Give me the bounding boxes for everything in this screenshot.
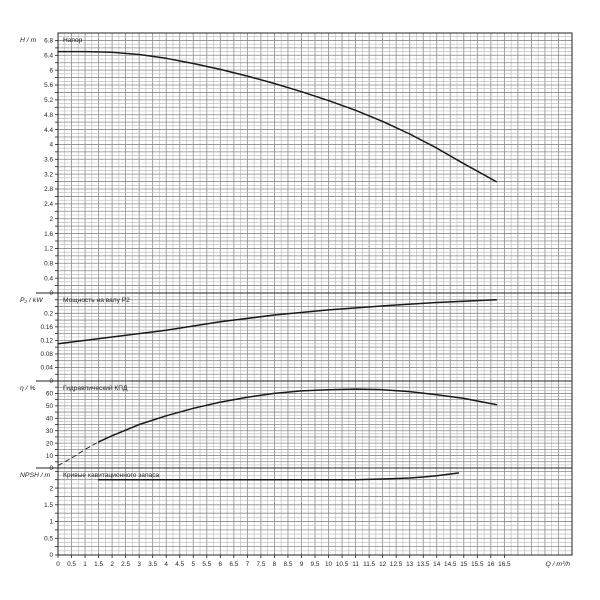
x-tick-label: 0.5 <box>67 561 76 568</box>
series-line <box>97 388 498 443</box>
y-tick-label: 0.4 <box>44 275 53 282</box>
x-tick-label: 8 <box>273 561 277 568</box>
y-tick-label: 20 <box>46 440 54 447</box>
labels: 0 0.4 0.8 1.2 1.6 2 2.4 2.8 3.2 3.6 4 4.4 4.8 5.2 5.6 6… <box>20 37 570 568</box>
series-line <box>57 299 498 345</box>
y-tick-label: 0.12 <box>41 338 54 345</box>
y-tick-label: 6.8 <box>44 38 53 45</box>
x-tick-label: 16 <box>487 561 495 568</box>
y-tick-label: 1 <box>49 519 53 526</box>
y-tick-label: 2 <box>49 485 53 492</box>
y-tick-label: 2.4 <box>44 201 53 208</box>
curves <box>57 50 498 481</box>
x-tick-label: 2 <box>110 561 114 568</box>
y-tick-label: 3.2 <box>44 171 53 178</box>
x-tick-label: 10 <box>325 561 333 568</box>
axis-label-y: η / % <box>20 385 35 392</box>
y-tick-label: 0.16 <box>41 324 54 331</box>
y-tick-label: 0.2 <box>44 311 53 318</box>
axis-label-y: H / m <box>20 37 37 44</box>
x-tick-label: 12 <box>379 561 387 568</box>
y-tick-label: 6 <box>49 67 53 74</box>
x-tick-label: 9 <box>300 561 304 568</box>
y-tick-label: 6.4 <box>44 52 53 59</box>
y-tick-label: 0 <box>49 465 53 472</box>
y-tick-label: 1.5 <box>44 502 53 509</box>
y-tick-label: 30 <box>46 428 54 435</box>
y-tick-label: 10 <box>46 453 54 460</box>
x-tick-label: 12.5 <box>390 561 403 568</box>
x-tick-label: 3.5 <box>148 561 157 568</box>
x-tick-label: 15.5 <box>471 561 484 568</box>
y-tick-label: 60 <box>46 391 54 398</box>
x-tick-label: 13 <box>406 561 414 568</box>
y-tick-label: 0.5 <box>44 535 53 542</box>
x-tick-label: 5.5 <box>202 561 211 568</box>
x-tick-label: 1.5 <box>94 561 103 568</box>
x-tick-label: 9.5 <box>311 561 320 568</box>
y-tick-label: 0 <box>49 378 53 385</box>
x-tick-label: 4.5 <box>175 561 184 568</box>
x-tick-label: 6.5 <box>229 561 238 568</box>
x-tick-label: 11 <box>352 561 359 568</box>
x-tick-label: 10.5 <box>336 561 349 568</box>
x-tick-label: 11.5 <box>363 561 375 568</box>
y-tick-label: 4.4 <box>44 127 53 134</box>
series-line <box>97 472 460 481</box>
y-tick-label: 5.2 <box>44 97 53 104</box>
y-tick-label: 0.04 <box>41 365 54 372</box>
x-tick-label: 7.5 <box>256 561 265 568</box>
axis-label-y: NPSH / m <box>20 472 51 479</box>
ticks <box>55 40 505 558</box>
x-tick-label: 5 <box>191 561 195 568</box>
x-tick-label: 15 <box>460 561 468 568</box>
x-tick-label: 6 <box>219 561 223 568</box>
axis-label-y: P₂ / kW <box>20 297 43 304</box>
y-tick-label: 0 <box>49 552 53 559</box>
x-tick-label: 8.5 <box>284 561 293 568</box>
panel-title: Кривые кавитационного запаса <box>63 472 159 479</box>
x-tick-label: 13.5 <box>417 561 430 568</box>
y-tick-label: 40 <box>46 415 54 422</box>
panel-title: Мощность на валу P2 <box>63 297 130 304</box>
y-tick-label: 2.8 <box>44 186 53 193</box>
x-tick-label: 2.5 <box>121 561 130 568</box>
y-tick-label: 0.8 <box>44 260 53 267</box>
y-tick-label: 1.2 <box>44 246 53 253</box>
x-tick-label: 3 <box>137 561 141 568</box>
panel-title: Напор <box>63 37 83 44</box>
y-tick-label: 4 <box>49 142 53 149</box>
x-tick-label: 0 <box>56 561 60 568</box>
y-tick-label: 0 <box>49 290 53 297</box>
x-tick-label: 16.5 <box>498 561 511 568</box>
x-tick-label: 14 <box>433 561 441 568</box>
y-tick-label: 50 <box>46 403 54 410</box>
x-tick-label: 1 <box>83 561 87 568</box>
y-tick-label: 5.6 <box>44 82 53 89</box>
y-tick-label: 1.6 <box>44 231 53 238</box>
series-line <box>57 50 498 183</box>
panel-title: Гидравлический КПД <box>63 384 128 392</box>
y-tick-label: 2 <box>49 216 53 223</box>
x-tick-label: 4 <box>164 561 168 568</box>
axis-label-x: Q / m³/h <box>545 561 570 568</box>
y-tick-label: 0.08 <box>41 351 54 358</box>
x-tick-label: 14.5 <box>444 561 457 568</box>
y-tick-label: 3.6 <box>44 156 53 163</box>
y-tick-label: 4.8 <box>44 112 53 119</box>
x-tick-label: 7 <box>246 561 250 568</box>
